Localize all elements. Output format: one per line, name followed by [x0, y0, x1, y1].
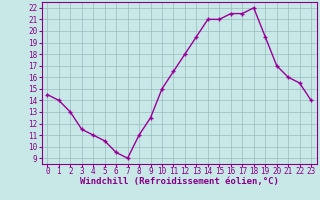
- X-axis label: Windchill (Refroidissement éolien,°C): Windchill (Refroidissement éolien,°C): [80, 177, 279, 186]
